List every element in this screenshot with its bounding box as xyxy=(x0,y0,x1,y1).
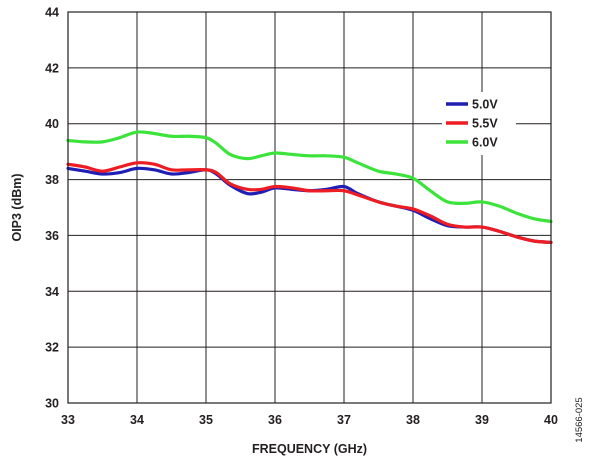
figure-id: 14566-025 xyxy=(574,397,585,442)
y-tick-label: 32 xyxy=(45,341,59,355)
series-line-60vv xyxy=(66,130,553,224)
y-tick-labels: 30 32 34 36 38 40 42 44 xyxy=(45,6,59,411)
x-tick-label: 33 xyxy=(61,413,75,427)
y-tick-label: 44 xyxy=(45,6,59,20)
plot-area-border xyxy=(67,11,552,404)
y-tick-label: 34 xyxy=(45,285,59,299)
x-axis-title: FREQUENCY (GHz) xyxy=(252,442,367,456)
legend-label: 5.5V xyxy=(472,117,498,131)
y-tick-label: 40 xyxy=(45,117,59,131)
y-tick-label: 36 xyxy=(45,229,59,243)
series-lines xyxy=(66,130,553,245)
x-tick-label: 35 xyxy=(199,413,213,427)
legend: 5.0V 5.5V 6.0V xyxy=(442,92,516,155)
x-tick-label: 37 xyxy=(337,413,351,427)
y-tick-label: 38 xyxy=(45,173,59,187)
grid xyxy=(68,12,551,403)
y-tick-label: 30 xyxy=(45,397,59,411)
x-tick-label: 36 xyxy=(268,413,282,427)
x-tick-label: 39 xyxy=(475,413,489,427)
x-tick-label: 34 xyxy=(130,413,144,427)
y-axis-title: OIP3 (dBm) xyxy=(10,173,24,241)
x-tick-labels: 33 34 35 36 37 38 39 40 xyxy=(61,413,558,427)
legend-label: 6.0V xyxy=(472,136,498,150)
y-tick-label: 42 xyxy=(45,61,59,75)
series-line-55vv xyxy=(66,161,553,245)
x-tick-label: 40 xyxy=(544,413,558,427)
x-tick-label: 38 xyxy=(406,413,420,427)
legend-label: 5.0V xyxy=(472,98,498,112)
